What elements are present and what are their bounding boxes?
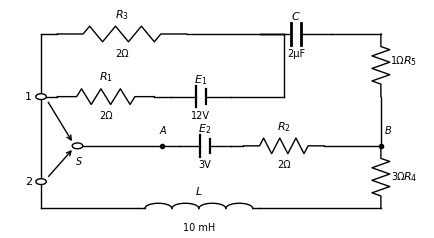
Text: $E_2$: $E_2$ <box>198 122 211 136</box>
Text: 2Ω: 2Ω <box>99 111 112 121</box>
Text: 1Ω: 1Ω <box>390 56 404 66</box>
Text: 3V: 3V <box>198 160 211 170</box>
Text: $C$: $C$ <box>290 10 300 22</box>
Text: 2Ω: 2Ω <box>115 49 128 59</box>
Circle shape <box>72 143 82 149</box>
Text: $R_3$: $R_3$ <box>115 8 128 22</box>
Text: S: S <box>76 157 82 167</box>
Text: A: A <box>159 126 165 136</box>
Text: 12V: 12V <box>191 111 210 121</box>
Text: 2μF: 2μF <box>286 49 304 59</box>
Text: $R_4$: $R_4$ <box>402 170 417 184</box>
Text: $R_2$: $R_2$ <box>276 120 290 134</box>
Text: B: B <box>384 126 391 136</box>
Text: 2Ω: 2Ω <box>276 160 290 170</box>
Text: $R_5$: $R_5$ <box>402 54 416 68</box>
Text: 1: 1 <box>25 92 32 102</box>
Text: 2: 2 <box>25 177 32 187</box>
Text: 10 mH: 10 mH <box>182 223 214 233</box>
Text: $E_1$: $E_1$ <box>194 73 207 87</box>
Circle shape <box>36 94 46 99</box>
Circle shape <box>36 179 46 184</box>
Text: 3Ω: 3Ω <box>390 172 404 182</box>
Text: $R_1$: $R_1$ <box>99 70 112 84</box>
Text: $L$: $L$ <box>194 185 202 197</box>
